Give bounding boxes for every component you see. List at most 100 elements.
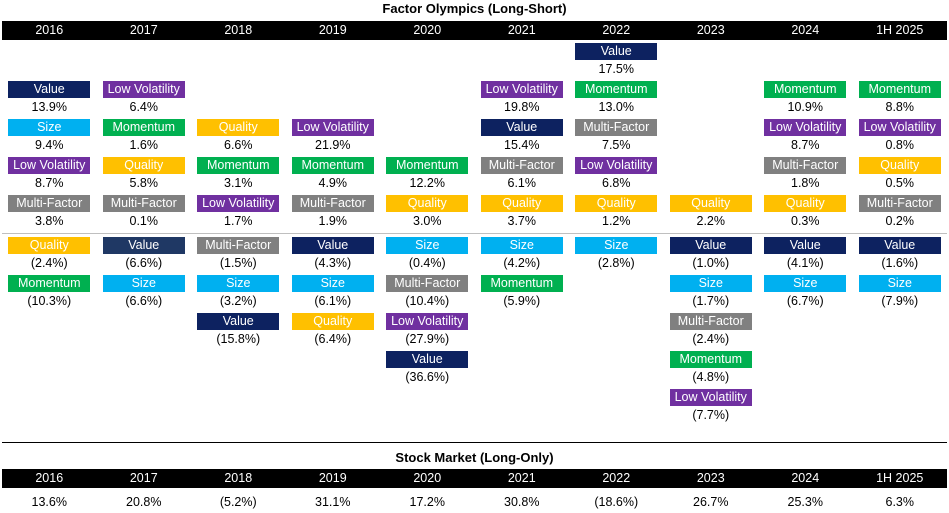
market-return-label: 30.8% — [504, 495, 540, 509]
year-label-6: 2022 — [602, 23, 631, 37]
factor-tile: Multi-Factor — [291, 195, 374, 212]
factor-return-label: (10.4%) — [405, 294, 450, 308]
year-header-bar — [2, 21, 947, 40]
market-return-label: 31.1% — [315, 495, 351, 509]
year-label-7: 2023 — [696, 23, 725, 37]
factor-return-label: 3.1% — [224, 176, 253, 190]
factor-tile: Value — [8, 81, 91, 98]
factor-tile: Multi-Factor — [858, 195, 941, 212]
market-return-label: 25.3% — [787, 495, 823, 509]
market-return-label: 13.6% — [31, 495, 67, 509]
factor-tile: Size — [386, 237, 469, 254]
factor-tile: Value — [291, 237, 374, 254]
factor-return-label: 6.1% — [507, 176, 537, 190]
factor-return-label: 1.2% — [602, 214, 631, 228]
market-year-label-5: 2021 — [507, 471, 536, 485]
factor-return-label: (10.3%) — [27, 294, 72, 308]
factor-return-label: 8.7% — [35, 176, 64, 190]
factor-return-label: (4.3%) — [314, 256, 352, 270]
factor-tile: Size — [480, 237, 563, 254]
factor-return-label: (1.7%) — [692, 294, 730, 308]
market-year-bar — [2, 469, 947, 488]
factor-return-label: (2.4%) — [30, 256, 68, 270]
factor-tile: Multi-Factor — [575, 119, 658, 136]
factor-return-label: 0.1% — [129, 214, 159, 228]
factor-tile: Momentum — [197, 157, 280, 174]
market-return-label: 26.7% — [693, 495, 729, 509]
market-return-label: (5.2%) — [219, 495, 257, 509]
factor-tile: Low Volatility — [102, 81, 185, 98]
factor-return-label: 2.2% — [696, 214, 726, 228]
market-year-label-1: 2017 — [129, 471, 158, 485]
factor-return-label: (4.1%) — [786, 256, 824, 270]
factor-return-label: 19.8% — [504, 100, 540, 114]
factor-tile: Quality — [764, 195, 847, 212]
market-year-label-9: 1H 2025 — [876, 471, 924, 485]
factor-tile: Size — [8, 119, 91, 136]
factor-return-label: 3.8% — [35, 214, 64, 228]
factor-return-label: 10.9% — [787, 100, 823, 114]
factor-return-label: (27.9%) — [405, 332, 450, 346]
year-label-1: 2017 — [129, 23, 158, 37]
factor-return-label: (1.5%) — [219, 256, 257, 270]
factor-return-label: (4.8%) — [692, 370, 730, 384]
factor-return-label: 1.7% — [224, 214, 253, 228]
factor-tile: Size — [764, 275, 847, 292]
factor-return-label: 6.4% — [129, 100, 159, 114]
year-label-2: 2018 — [224, 23, 253, 37]
year-label-4: 2020 — [413, 23, 442, 37]
market-year-label-3: 2019 — [318, 471, 347, 485]
factor-return-label: 15.4% — [504, 138, 540, 152]
factor-tile: Size — [858, 275, 941, 292]
factor-tile: Low Volatility — [669, 389, 752, 406]
factor-return-label: 12.2% — [409, 176, 445, 190]
factor-tile: Size — [291, 275, 374, 292]
factor-tile: Low Volatility — [858, 119, 941, 136]
factor-return-label: 0.2% — [885, 214, 915, 228]
factor-tile: Quality — [858, 157, 941, 174]
factor-tile: Momentum — [386, 157, 469, 174]
factor-tile: Size — [669, 275, 752, 292]
factor-return-label: (6.6%) — [125, 294, 163, 308]
factor-tile: Momentum — [8, 275, 91, 292]
factor-tile: Quality — [197, 119, 280, 136]
factor-return-label: (7.7%) — [692, 408, 730, 422]
factor-tile: Value — [669, 237, 752, 254]
factor-return-label: (15.8%) — [216, 332, 261, 346]
market-return-label: 20.8% — [126, 495, 162, 509]
factor-return-label: (4.2%) — [503, 256, 541, 270]
factor-return-label: (36.6%) — [405, 370, 450, 384]
factor-tile: Momentum — [764, 81, 847, 98]
section-divider — [2, 442, 947, 443]
year-label-3: 2019 — [318, 23, 347, 37]
factor-tile: Multi-Factor — [764, 157, 847, 174]
factor-tile: Quality — [575, 195, 658, 212]
factor-return-label: 7.5% — [602, 138, 631, 152]
factor-return-label: 0.3% — [791, 214, 820, 228]
factor-tile: Quality — [291, 313, 374, 330]
factor-tile: Quality — [480, 195, 563, 212]
factor-tile: Multi-Factor — [8, 195, 91, 212]
factor-return-label: (1.6%) — [881, 256, 919, 270]
factor-tile: Value — [575, 43, 658, 60]
factor-tile: Low Volatility — [291, 119, 374, 136]
factor-return-label: (7.9%) — [881, 294, 919, 308]
factor-return-label: (6.4%) — [314, 332, 352, 346]
factor-tile: Multi-Factor — [197, 237, 280, 254]
market-year-label-7: 2023 — [696, 471, 725, 485]
factor-tile: Value — [197, 313, 280, 330]
factor-tile: Low Volatility — [575, 157, 658, 174]
factor-tile: Quality — [8, 237, 91, 254]
market-year-label-6: 2022 — [602, 471, 631, 485]
factor-return-label: (3.2%) — [219, 294, 257, 308]
factor-tile: Value — [386, 351, 469, 368]
zero-divider — [2, 233, 947, 234]
factor-tile: Size — [102, 275, 185, 292]
factor-tile: Multi-Factor — [386, 275, 469, 292]
factor-return-label: (2.8%) — [597, 256, 635, 270]
factor-tile: Low Volatility — [480, 81, 563, 98]
factor-tile: Quality — [669, 195, 752, 212]
factor-tile: Value — [102, 237, 185, 254]
factor-tile: Momentum — [480, 275, 563, 292]
factor-tile: Value — [764, 237, 847, 254]
